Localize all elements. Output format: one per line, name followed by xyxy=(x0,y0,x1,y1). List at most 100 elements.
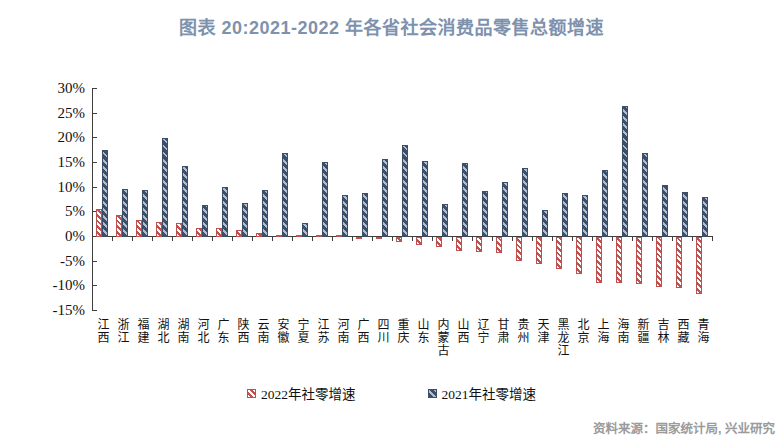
x-axis-tick xyxy=(332,237,333,241)
bar-2021 xyxy=(422,161,428,237)
bar-2021 xyxy=(202,205,208,237)
y-axis-tick xyxy=(93,137,97,138)
bar-2021 xyxy=(602,170,608,237)
x-axis-label: 湖北 xyxy=(154,318,170,372)
x-axis-tick xyxy=(312,237,313,241)
x-axis-label: 山西 xyxy=(454,318,470,372)
y-axis-label: 10% xyxy=(0,178,85,196)
x-axis-label: 广西 xyxy=(354,318,370,372)
x-axis-tick xyxy=(132,237,133,241)
bar-2021 xyxy=(562,193,568,237)
bar-2022 xyxy=(356,237,362,239)
y-axis-tick xyxy=(93,261,97,262)
y-axis-label: 25% xyxy=(0,104,85,122)
x-axis-tick xyxy=(232,237,233,241)
x-axis-label: 湖南 xyxy=(174,318,190,372)
legend-label-2021: 2021年社零增速 xyxy=(442,383,537,403)
bar-2021 xyxy=(502,182,508,237)
x-axis-tick xyxy=(212,237,213,241)
bar-2022 xyxy=(416,237,422,245)
bar-2022 xyxy=(536,237,542,264)
bar-2022 xyxy=(596,237,602,283)
bar-2021 xyxy=(242,203,248,237)
x-axis-tick xyxy=(172,237,173,241)
y-axis-label: 5% xyxy=(0,202,85,220)
bar-2021 xyxy=(322,162,328,237)
x-axis-tick xyxy=(532,237,533,241)
x-axis-label: 浙江 xyxy=(114,318,130,372)
x-axis-tick xyxy=(432,237,433,241)
x-axis-tick xyxy=(272,237,273,241)
bar-2021 xyxy=(402,145,408,237)
bar-2021 xyxy=(362,193,368,237)
legend-item-2021: 2021年社零增速 xyxy=(428,383,537,403)
x-axis-tick xyxy=(652,237,653,241)
x-axis-label: 陕西 xyxy=(234,318,250,372)
x-axis-tick xyxy=(472,237,473,241)
bar-2021 xyxy=(382,159,388,237)
x-axis-label: 云南 xyxy=(254,318,270,372)
x-axis-tick xyxy=(412,237,413,241)
bar-2021 xyxy=(262,190,268,237)
figure: 图表 20:2021-2022 年各省社会消费品零售总额增速 30%25%20%… xyxy=(0,0,783,445)
bar-2022 xyxy=(476,237,482,252)
x-axis-tick xyxy=(112,237,113,241)
bar-2021 xyxy=(462,163,468,237)
bar-2022 xyxy=(576,237,582,274)
x-axis-tick xyxy=(672,237,673,241)
bar-2022 xyxy=(496,237,502,253)
plot-area: 30%25%20%15%10%5%0%-5%-10%-15%江西浙江福建湖北湖南… xyxy=(0,0,783,445)
x-axis-label: 江苏 xyxy=(314,318,330,372)
x-axis-label: 新疆 xyxy=(634,318,650,372)
y-axis-tick xyxy=(93,113,97,114)
bar-2022 xyxy=(616,237,622,283)
bar-2022 xyxy=(396,237,402,242)
bar-2021 xyxy=(342,195,348,237)
x-axis-label: 福建 xyxy=(134,318,150,372)
x-axis-label: 黑龙江 xyxy=(554,318,570,372)
x-axis-tick xyxy=(352,237,353,241)
bar-2022 xyxy=(516,237,522,261)
x-axis-label: 西藏 xyxy=(674,318,690,372)
y-axis-line xyxy=(92,88,93,311)
bar-2021 xyxy=(622,106,628,237)
bar-2021 xyxy=(122,189,128,237)
y-axis-label: 30% xyxy=(0,79,85,97)
x-axis-label: 山东 xyxy=(414,318,430,372)
bar-2022 xyxy=(456,237,462,251)
x-axis-tick xyxy=(492,237,493,241)
y-axis-tick xyxy=(93,187,97,188)
x-axis-tick xyxy=(92,237,93,241)
y-axis-tick xyxy=(93,88,97,89)
x-axis-label: 四川 xyxy=(374,318,390,372)
bar-2021 xyxy=(582,195,588,237)
y-axis-label: 15% xyxy=(0,153,85,171)
x-axis-label: 广东 xyxy=(214,318,230,372)
x-axis-label: 江西 xyxy=(94,318,110,372)
x-axis-label: 上海 xyxy=(594,318,610,372)
bar-2021 xyxy=(662,185,668,237)
x-axis-label: 贵州 xyxy=(514,318,530,372)
x-axis-label: 河北 xyxy=(194,318,210,372)
x-axis-tick xyxy=(372,237,373,241)
legend: 2022年社零增速 2021年社零增速 xyxy=(0,383,783,403)
bar-2022 xyxy=(376,237,382,239)
x-axis-tick xyxy=(292,237,293,241)
x-axis-tick xyxy=(612,237,613,241)
bar-2021 xyxy=(182,166,188,237)
bar-2022 xyxy=(556,237,562,269)
x-axis-tick xyxy=(572,237,573,241)
y-axis-tick xyxy=(93,285,97,286)
x-axis-tick xyxy=(592,237,593,241)
y-axis-label: -5% xyxy=(0,252,85,270)
legend-label-2022: 2022年社零增速 xyxy=(261,383,356,403)
bar-2021 xyxy=(542,210,548,237)
y-axis-label: -10% xyxy=(0,276,85,294)
legend-marker-2022 xyxy=(247,389,256,398)
x-axis-label: 天津 xyxy=(534,318,550,372)
x-axis-label: 宁夏 xyxy=(294,318,310,372)
x-axis-label: 河南 xyxy=(334,318,350,372)
x-axis-label: 安徽 xyxy=(274,318,290,372)
legend-marker-2021 xyxy=(428,389,437,398)
y-axis-label: 20% xyxy=(0,128,85,146)
